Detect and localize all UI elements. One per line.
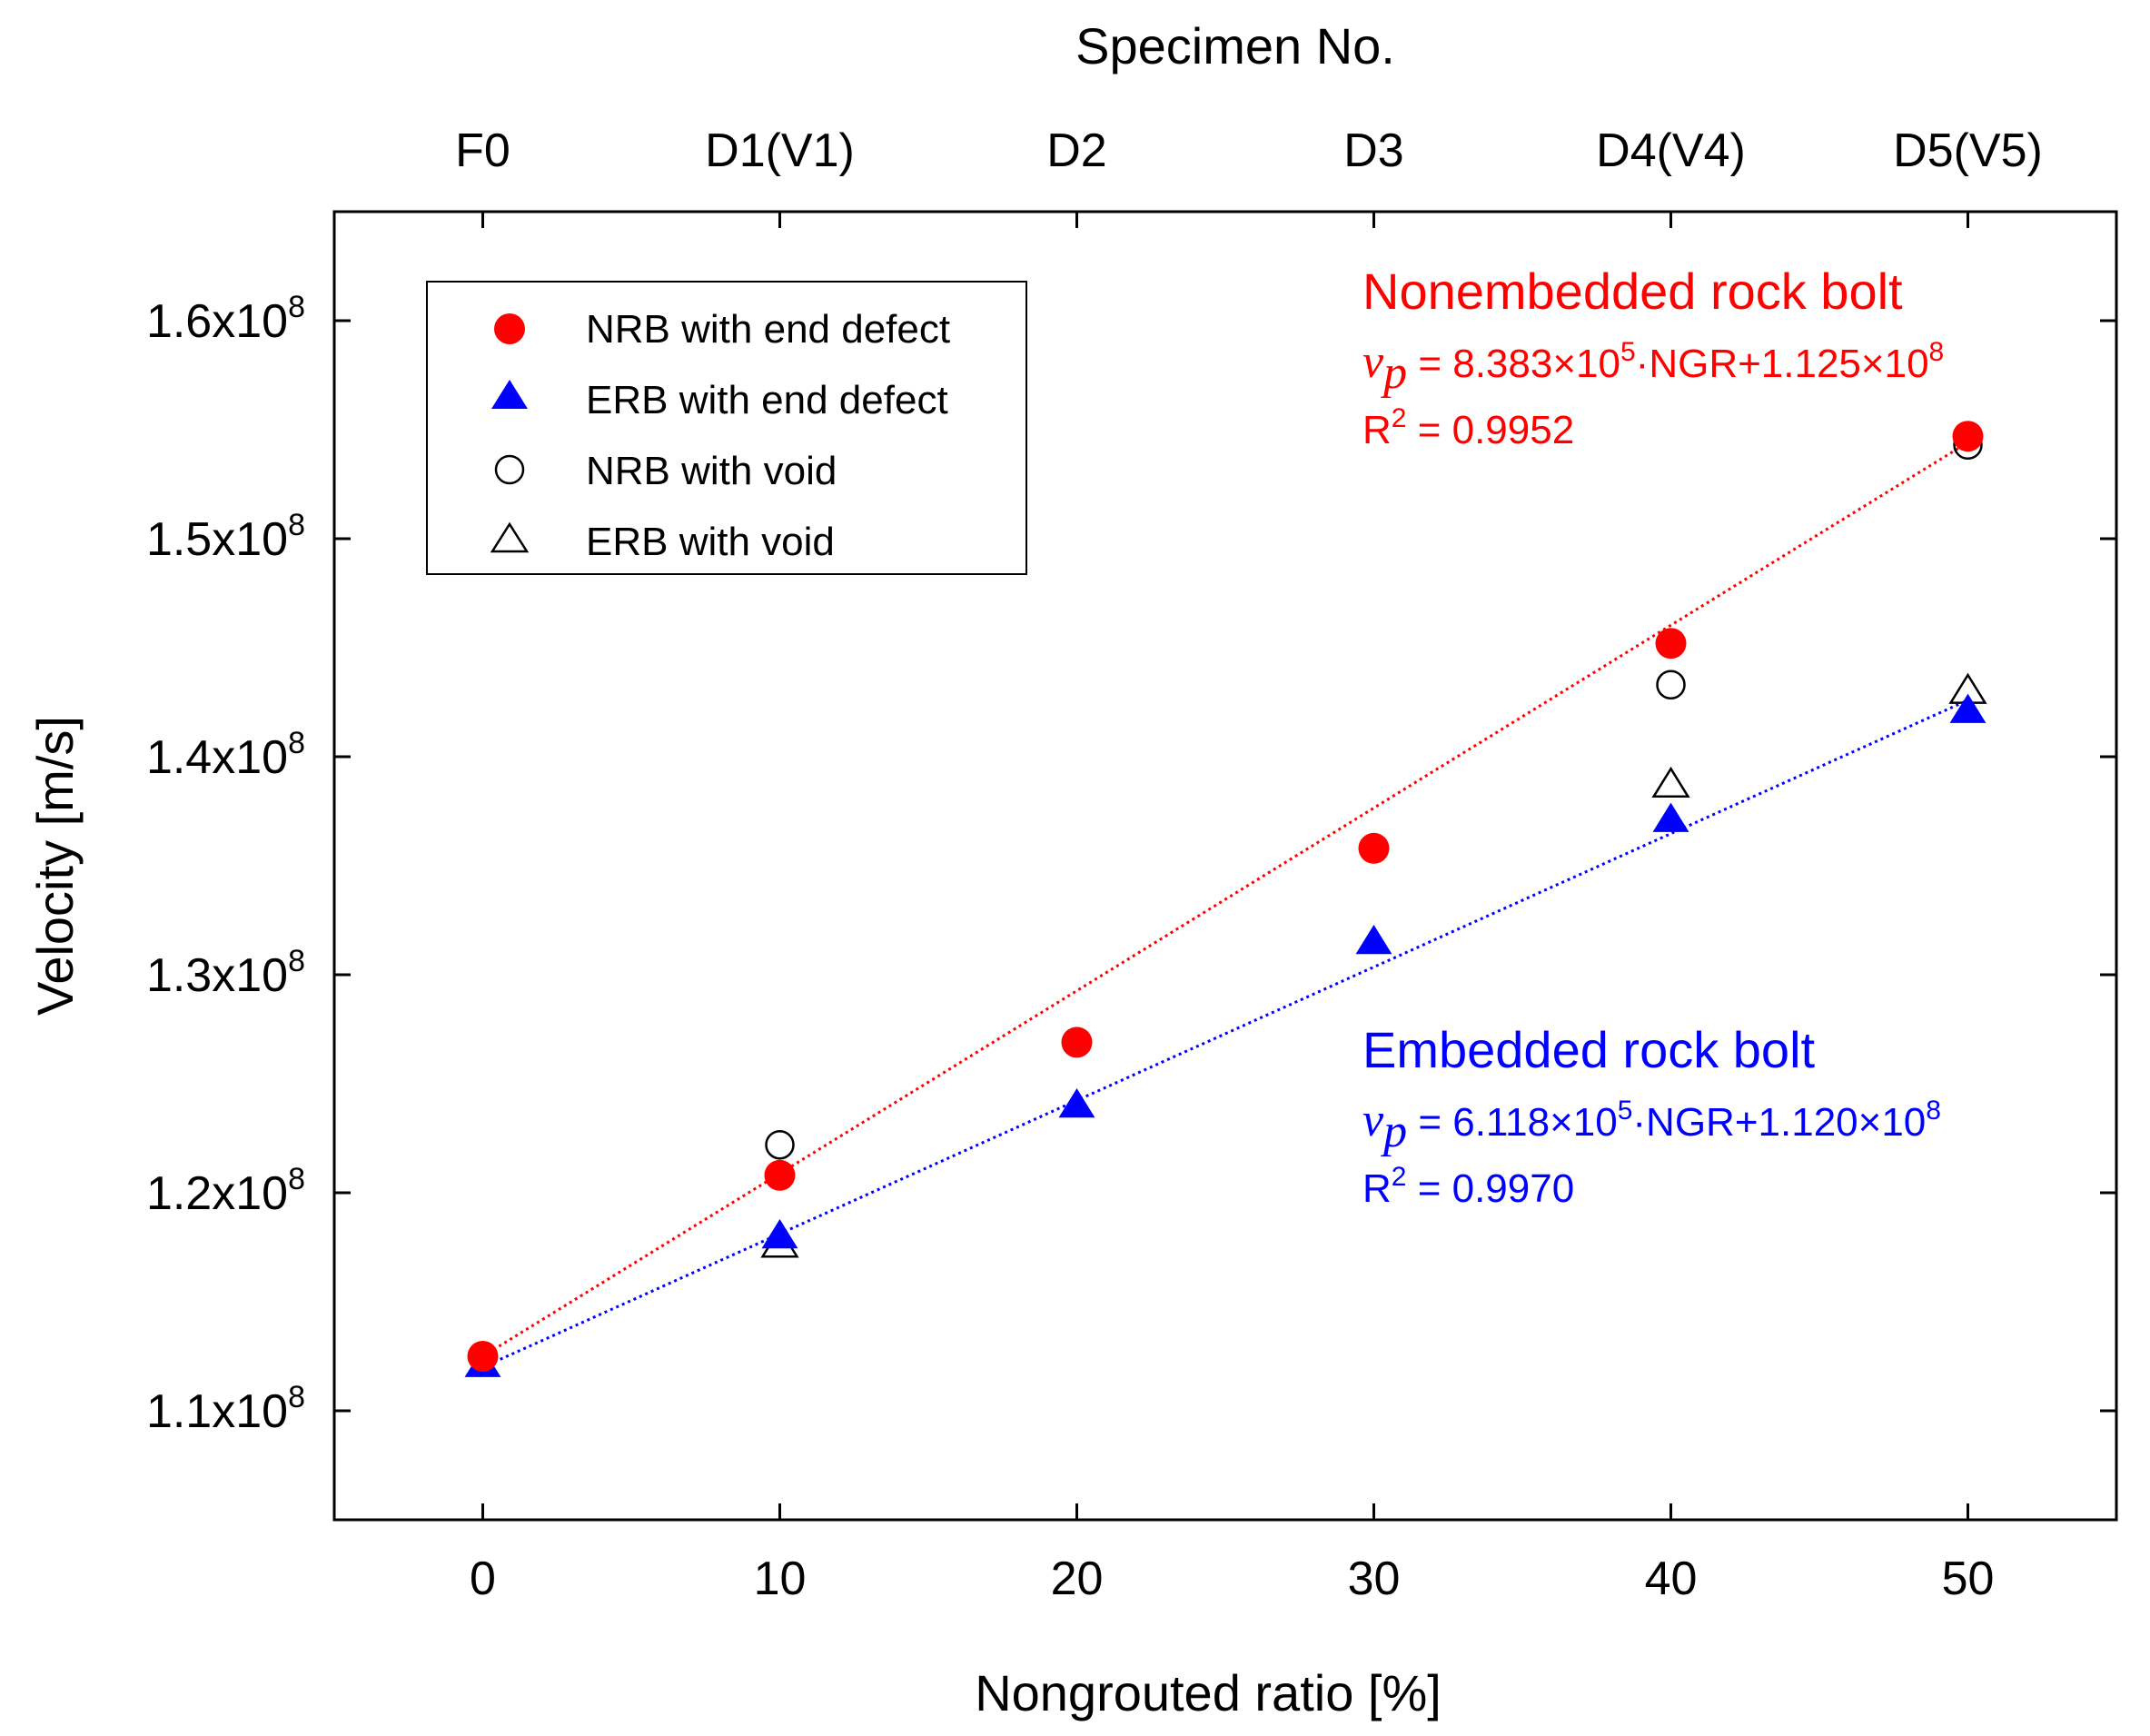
annotation-equation: vp = 6.118×105·NGR+1.120×108 xyxy=(1362,1095,1941,1157)
legend-item-nrb-end: NRB with end defect xyxy=(494,307,950,352)
top-tick-label: F0 xyxy=(455,124,510,177)
x-tick-label: 30 xyxy=(1348,1552,1401,1605)
point-nrb_end xyxy=(1358,832,1390,864)
annotation-equation: vp = 8.383×105·NGR+1.125×108 xyxy=(1362,336,1944,399)
axis-ticks: 0 10 20 30 40 50 F0 D1(V1) D2 D3 D4(V4) D5(V5) 1.1x1… xyxy=(146,124,2116,1605)
point-nrb_end xyxy=(764,1159,796,1191)
legend-marker-open-circle xyxy=(494,454,525,485)
x-tick-label: 40 xyxy=(1645,1552,1698,1605)
y-tick-label: 1.1x108 xyxy=(146,1380,305,1438)
legend-marker-open-triangle xyxy=(490,521,530,553)
point-erb_end xyxy=(1058,1088,1095,1118)
y-axis-title: Velocity [m/s] xyxy=(26,716,84,1016)
point-erb_end xyxy=(1949,693,1987,723)
annotation-embedded: Embedded rock bolt vp = 6.118×105·NGR+1.… xyxy=(1362,1021,1941,1211)
y-tick-label: 1.5x108 xyxy=(146,508,305,566)
legend-label: ERB with end defect xyxy=(586,378,948,422)
legend: NRB with end defect ERB with end defect … xyxy=(426,281,1027,575)
top-axis-title: Specimen No. xyxy=(1075,17,1395,74)
plot-frame xyxy=(332,210,2118,1522)
y-tick-label: 1.4x108 xyxy=(146,726,305,784)
legend-label: NRB with void xyxy=(586,449,837,493)
data-points xyxy=(464,421,1987,1377)
annotation-r2: R2 = 0.9970 xyxy=(1362,1162,1574,1211)
y-tick-label: 1.2x108 xyxy=(146,1162,305,1220)
point-nrb_end xyxy=(1061,1027,1093,1058)
legend-marker-blue-triangle xyxy=(491,380,528,409)
point-erb_end xyxy=(1652,802,1689,832)
x-tick-label: 10 xyxy=(754,1552,807,1605)
y-tick-label: 1.6x108 xyxy=(146,290,305,348)
point-nrb_end xyxy=(1655,628,1687,660)
point-nrb_end xyxy=(1952,421,1984,452)
top-tick-label: D1(V1) xyxy=(705,124,855,177)
x-axis-title: Nongrouted ratio [%] xyxy=(975,1664,1442,1721)
point-nrb_void xyxy=(1656,670,1686,700)
x-tick-label: 50 xyxy=(1942,1552,1995,1605)
fit-line-nrb_fit xyxy=(481,441,1969,1358)
x-tick-label: 20 xyxy=(1051,1552,1104,1605)
point-nrb_end xyxy=(467,1341,499,1372)
annotation-nonembedded: Nonembedded rock bolt vp = 8.383×105·NGR… xyxy=(1362,263,1944,452)
legend-label: ERB with void xyxy=(586,520,835,564)
annotation-r2: R2 = 0.9952 xyxy=(1362,403,1574,452)
point-erb_void xyxy=(1651,766,1690,799)
point-erb_end xyxy=(761,1219,798,1249)
x-tick-label: 0 xyxy=(470,1552,496,1605)
point-nrb_void xyxy=(765,1129,795,1160)
point-erb_end xyxy=(1355,925,1392,955)
annotation-title: Nonembedded rock bolt xyxy=(1362,263,1903,320)
legend-item-erb-void: ERB with void xyxy=(490,520,835,564)
y-tick-label: 1.3x108 xyxy=(146,944,305,1002)
legend-box xyxy=(426,281,1027,575)
top-tick-label: D5(V5) xyxy=(1893,124,2043,177)
legend-item-nrb-void: NRB with void xyxy=(494,449,837,493)
legend-item-erb-end: ERB with end defect xyxy=(491,378,948,422)
top-tick-label: D2 xyxy=(1046,124,1106,177)
fit-line-erb_fit xyxy=(481,699,1969,1369)
legend-marker-red-circle xyxy=(494,313,525,344)
annotation-title: Embedded rock bolt xyxy=(1362,1021,1816,1078)
legend-label: NRB with end defect xyxy=(586,307,950,352)
top-tick-label: D3 xyxy=(1343,124,1403,177)
fit-lines xyxy=(481,441,1969,1369)
top-tick-label: D4(V4) xyxy=(1596,124,1746,177)
